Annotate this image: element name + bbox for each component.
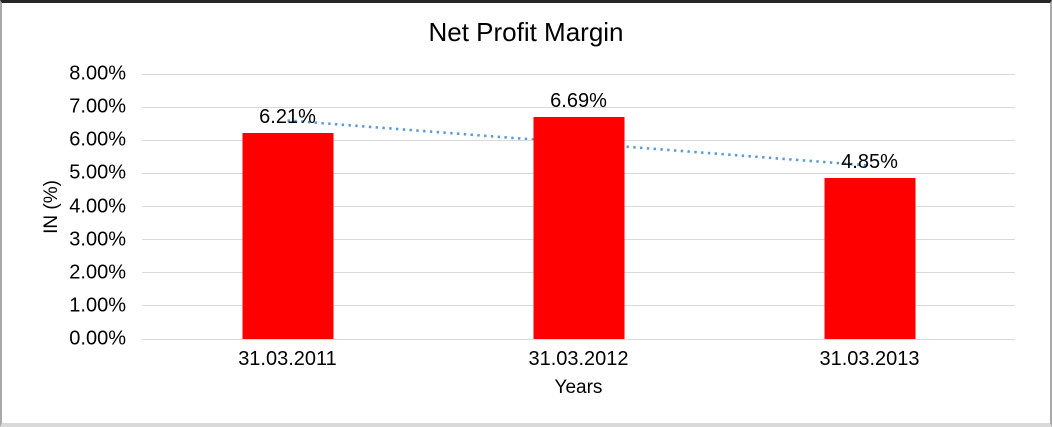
y-axis-tick-label: 0.00% xyxy=(69,327,126,350)
linear-trendline xyxy=(287,119,870,167)
gridline xyxy=(142,106,1015,108)
bar-value-label: 6.69% xyxy=(550,90,607,113)
y-axis-tick-label: 5.00% xyxy=(69,161,126,184)
y-axis-tick-label: 1.00% xyxy=(69,294,126,317)
bar-31.03.2013 xyxy=(824,178,915,339)
x-axis: 31.03.2011 31.03.2012 31.03.2013 xyxy=(142,348,1015,372)
y-axis-tick-label: 2.00% xyxy=(69,261,126,284)
y-axis: 0.00% 1.00% 2.00% 3.00% 4.00% 5.00% 6.00% 7.00%… xyxy=(2,63,126,350)
x-axis-category-label: 31.03.2013 xyxy=(819,348,920,370)
chart-title: Net Profit Margin xyxy=(428,17,624,47)
bar-value-label: 6.21% xyxy=(259,106,316,129)
x-axis-category-label: 31.03.2011 xyxy=(238,348,337,370)
gridline xyxy=(142,338,1015,340)
bar-31.03.2011 xyxy=(242,133,333,339)
y-axis-tick-label: 3.00% xyxy=(69,228,126,251)
y-axis-title: IN (%) xyxy=(41,180,62,234)
bar-31.03.2012 xyxy=(533,117,624,339)
x-axis-title: Years xyxy=(554,377,603,398)
x-axis-category-label: 31.03.2012 xyxy=(528,348,629,370)
y-axis-tick-label: 4.00% xyxy=(69,195,126,217)
plot-area: 6.21% 6.69% 4.85% xyxy=(142,73,1015,340)
bar-value-label: 4.85% xyxy=(841,151,898,174)
trendline-layer xyxy=(287,119,870,167)
y-axis-tick-label: 7.00% xyxy=(69,95,126,118)
y-axis-tick-label: 8.00% xyxy=(69,62,126,85)
y-axis-tick-label: 6.00% xyxy=(69,128,126,151)
gridline xyxy=(142,73,1015,75)
